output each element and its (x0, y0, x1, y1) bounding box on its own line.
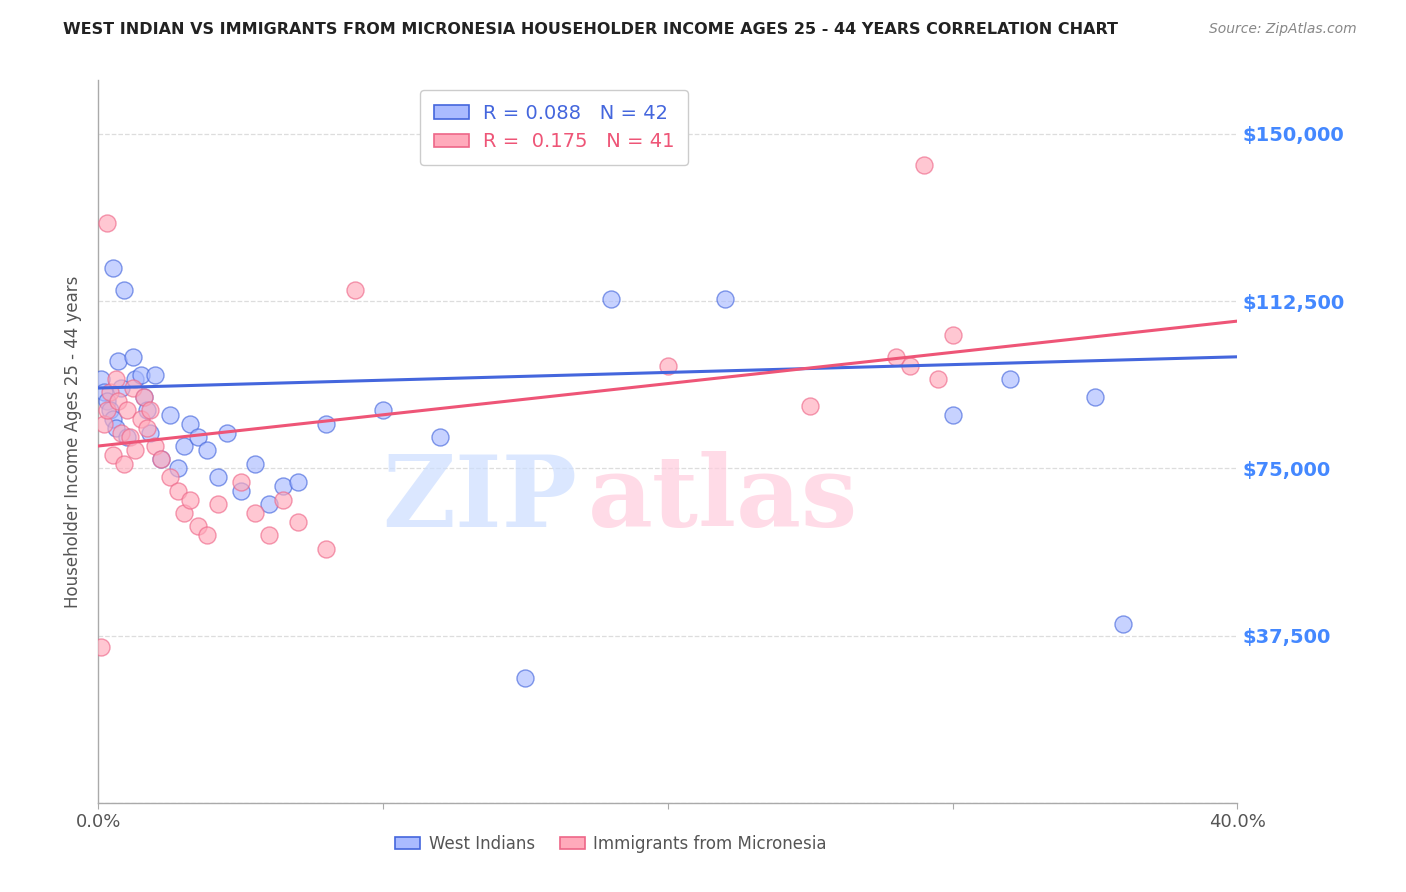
Point (96, 403, 118, 417)
Point (101, 412, 124, 426)
Point (121, 381, 143, 395)
Point (129, 412, 152, 426)
Point (107, 394, 129, 409)
Point (195, 443, 218, 458)
Point (657, 359, 679, 373)
Point (115, 403, 138, 417)
Text: Source: ZipAtlas.com: Source: ZipAtlas.com (1209, 22, 1357, 37)
Text: atlas: atlas (588, 450, 859, 548)
Point (135, 421, 157, 435)
Point (259, 497, 281, 511)
Point (714, 292, 737, 306)
Point (942, 408, 965, 422)
Point (273, 492, 295, 507)
Point (912, 158, 935, 172)
Point (273, 479, 295, 493)
Point (112, 283, 135, 297)
Point (195, 528, 218, 542)
Point (129, 368, 152, 382)
Point (287, 475, 309, 489)
Point (138, 403, 160, 417)
Point (187, 430, 209, 444)
Point (884, 350, 907, 364)
Point (90, 372, 112, 386)
Point (173, 439, 195, 453)
Point (315, 417, 337, 431)
Point (110, 425, 132, 440)
Y-axis label: Householder Income Ages 25 - 44 years: Householder Income Ages 25 - 44 years (65, 276, 83, 607)
Point (1112, 617, 1135, 632)
Point (132, 390, 155, 404)
Legend: West Indians, Immigrants from Micronesia: West Indians, Immigrants from Micronesia (388, 828, 834, 860)
Text: ZIP: ZIP (382, 450, 576, 548)
Point (243, 506, 266, 520)
Point (124, 372, 146, 386)
Point (229, 475, 252, 489)
Point (243, 457, 266, 471)
Point (898, 359, 921, 373)
Point (1084, 390, 1107, 404)
Point (98, 385, 121, 400)
Point (799, 399, 821, 413)
Point (179, 417, 201, 431)
Point (927, 372, 949, 386)
Point (93, 385, 115, 400)
Point (179, 492, 201, 507)
Point (259, 528, 281, 542)
Point (118, 430, 141, 444)
Point (104, 372, 127, 386)
Point (167, 483, 190, 498)
Point (138, 425, 160, 440)
Point (159, 470, 181, 484)
Point (150, 452, 173, 467)
Point (145, 439, 167, 453)
Point (429, 430, 451, 444)
Point (998, 372, 1021, 386)
Point (215, 425, 238, 440)
Point (315, 541, 337, 556)
Point (96, 216, 118, 230)
Point (98, 403, 121, 417)
Point (159, 408, 181, 422)
Point (343, 283, 366, 297)
Point (93, 417, 115, 431)
Point (96, 394, 118, 409)
Point (110, 381, 132, 395)
Text: WEST INDIAN VS IMMIGRANTS FROM MICRONESIA HOUSEHOLDER INCOME AGES 25 - 44 YEARS : WEST INDIAN VS IMMIGRANTS FROM MICRONESI… (63, 22, 1118, 37)
Point (287, 515, 309, 529)
Point (101, 448, 124, 462)
Point (90, 640, 112, 654)
Point (115, 430, 138, 444)
Point (167, 461, 190, 475)
Point (173, 506, 195, 520)
Point (150, 452, 173, 467)
Point (104, 421, 127, 435)
Point (373, 403, 395, 417)
Point (107, 354, 129, 368)
Point (145, 368, 167, 382)
Point (112, 457, 135, 471)
Point (207, 470, 229, 484)
Point (101, 260, 124, 275)
Point (187, 519, 209, 533)
Point (229, 483, 252, 498)
Point (121, 350, 143, 364)
Point (515, 671, 537, 685)
Point (942, 327, 965, 342)
Point (124, 443, 146, 458)
Point (135, 403, 157, 417)
Point (132, 390, 155, 404)
Point (207, 497, 229, 511)
Point (600, 292, 623, 306)
